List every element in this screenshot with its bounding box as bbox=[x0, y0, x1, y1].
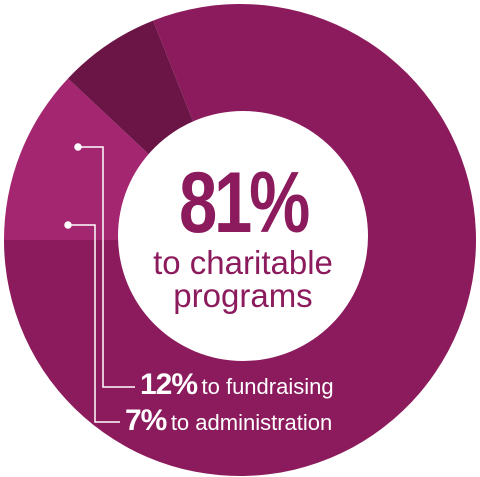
connector-dot bbox=[64, 221, 72, 229]
main-value: 81% bbox=[178, 155, 310, 251]
connectors bbox=[64, 143, 135, 423]
connector bbox=[68, 224, 120, 423]
value-label: 7% bbox=[125, 404, 167, 437]
connector bbox=[78, 146, 135, 388]
value-label: 12% bbox=[140, 368, 198, 401]
main-category: to charitable programs bbox=[153, 244, 333, 314]
donut-hole bbox=[118, 111, 368, 361]
center-label: 81% to charitable programs bbox=[133, 160, 353, 312]
fundraising-label: 12% to fundraising bbox=[140, 368, 334, 402]
category-label: to fundraising bbox=[201, 374, 334, 399]
administration-label: 7% to administration bbox=[125, 404, 332, 438]
connector-dot bbox=[74, 143, 82, 151]
category-label: to administration bbox=[170, 410, 333, 435]
